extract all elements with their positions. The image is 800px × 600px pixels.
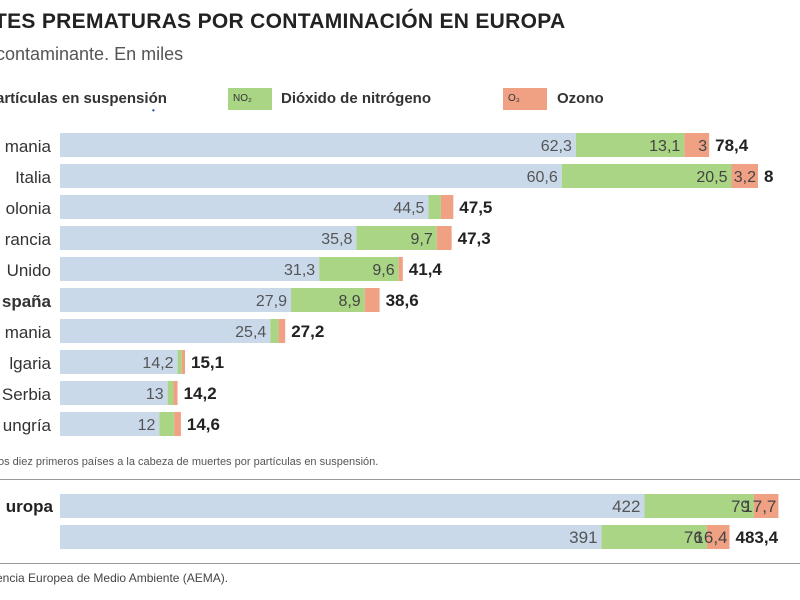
bar-total-label: 483,4	[736, 528, 779, 547]
bar-label-o3: 16,4	[694, 528, 727, 547]
bar-segment-o3	[684, 133, 710, 157]
bar-segment-pm	[60, 319, 271, 343]
country-label: spaña	[2, 292, 52, 311]
bar-segment-no2	[167, 381, 174, 405]
bar-label-pm: 62,3	[541, 138, 572, 155]
chart-subtitle: contaminante. En miles	[0, 44, 184, 64]
bar-segment-o3	[706, 525, 730, 549]
chart-source: encia Europea de Medio Ambiente (AEMA).	[0, 571, 229, 585]
bar-segment-pm	[60, 133, 576, 157]
bar-total-label: 14,6	[187, 415, 220, 434]
bar-segment-pm	[60, 226, 357, 250]
bar-segment-o3	[436, 226, 452, 250]
bar-label-pm: 391	[569, 528, 597, 547]
chart-title: TES PREMATURAS POR CONTAMINACIÓN EN EURO…	[0, 10, 566, 33]
bar-total-label: 78,4	[715, 136, 749, 155]
country-label: Serbia	[2, 385, 52, 404]
bar-segment-pm	[60, 195, 429, 219]
bar-segment-pm	[60, 381, 168, 405]
bar-label-pm: 12	[138, 417, 156, 434]
bar-label-no2: 9,7	[410, 231, 432, 248]
bar-segment-o3	[364, 288, 380, 312]
country-label: olonia	[6, 199, 52, 218]
bar-total-label: 14,2	[184, 384, 217, 403]
country-label: mania	[5, 323, 52, 342]
bar-label-pm: 35,8	[321, 231, 352, 248]
bar-label-pm: 31,3	[284, 262, 315, 279]
bar-label-pm: 44,5	[393, 200, 424, 217]
bar-segment-pm	[60, 288, 292, 312]
bar-total-label: 27,2	[291, 322, 324, 341]
bar-label-pm: 14,2	[142, 355, 173, 372]
bar-segment-no2	[561, 164, 732, 188]
legend-o3-label: Ozono	[557, 90, 604, 107]
bar-label-no2: 9,6	[372, 262, 394, 279]
legend-o3-swatch: O₃	[503, 88, 547, 110]
bar-label-pm: 60,6	[527, 169, 558, 186]
bar-label-no2: 76	[684, 528, 703, 547]
bar-segment-pm	[60, 525, 602, 549]
bar-label-pm: 27,9	[256, 293, 287, 310]
bar-label-no2: 8,9	[338, 293, 360, 310]
bar-label-o3: 3,2	[734, 169, 756, 186]
bar-segment-no2	[270, 319, 279, 343]
bar-total-label: 47,5	[459, 198, 492, 217]
country-label: mania	[5, 137, 52, 156]
bar-segment-o3	[398, 257, 403, 281]
legend-pm-label: artículas en suspensión	[0, 90, 167, 107]
bar-total-label: 8	[764, 167, 773, 186]
bar-segment-o3	[278, 319, 286, 343]
country-label: Unido	[7, 261, 51, 280]
bar-segment-no2	[575, 133, 685, 157]
bar-segment-o3	[731, 164, 759, 188]
bar-total-label: 15,1	[191, 353, 224, 372]
bar-segment-no2	[177, 350, 182, 374]
bar-segment-pm	[60, 412, 160, 436]
europe-label: uropa	[6, 497, 54, 516]
bar-label-o3: 17,7	[743, 497, 776, 516]
bar-segment-no2	[291, 288, 365, 312]
divider	[0, 479, 800, 480]
bar-segment-pm	[60, 350, 178, 374]
country-label: rancia	[5, 230, 52, 249]
bar-segment-o3	[173, 381, 178, 405]
legend-dot: •	[152, 106, 155, 115]
bar-label-pm: 13	[146, 386, 164, 403]
bar-segment-o3	[753, 494, 779, 518]
legend-no2-label: Dióxido de nitrógeno	[281, 90, 431, 107]
country-label: lgaria	[9, 354, 51, 373]
legend: artículas en suspensión • NO₂ Dióxido de…	[0, 88, 800, 115]
bar-segment-no2	[601, 525, 707, 549]
chart-note: os diez primeros países a la cabeza de m…	[0, 456, 379, 468]
bar-label-pm: 422	[612, 497, 640, 516]
bar-segment-o3	[181, 350, 186, 374]
bar-total-label: 38,6	[386, 291, 419, 310]
bar-segment-no2	[319, 257, 399, 281]
bar-label-no2: 79	[731, 497, 750, 516]
bar-total-label: 47,3	[458, 229, 491, 248]
bar-label-no2: 13,1	[649, 138, 680, 155]
bar-label-no2: 20,5	[696, 169, 727, 186]
bar-segment-o3	[440, 195, 454, 219]
country-label: ungría	[3, 416, 52, 435]
bar-segment-pm	[60, 257, 320, 281]
bar-segment-no2	[159, 412, 175, 436]
bar-segment-pm	[60, 164, 562, 188]
country-label: Italia	[15, 168, 51, 187]
bar-label-pm: 25,4	[235, 324, 266, 341]
bar-label-o3: 3	[698, 138, 707, 155]
divider	[0, 563, 800, 564]
bar-segment-o3	[174, 412, 181, 436]
bar-total-label: 41,4	[409, 260, 443, 279]
legend-no2-swatch: NO₂	[228, 88, 272, 110]
bar-segment-no2	[428, 195, 441, 219]
bar-segment-pm	[60, 494, 645, 518]
bar-segment-no2	[356, 226, 437, 250]
bar-segment-no2	[644, 494, 754, 518]
